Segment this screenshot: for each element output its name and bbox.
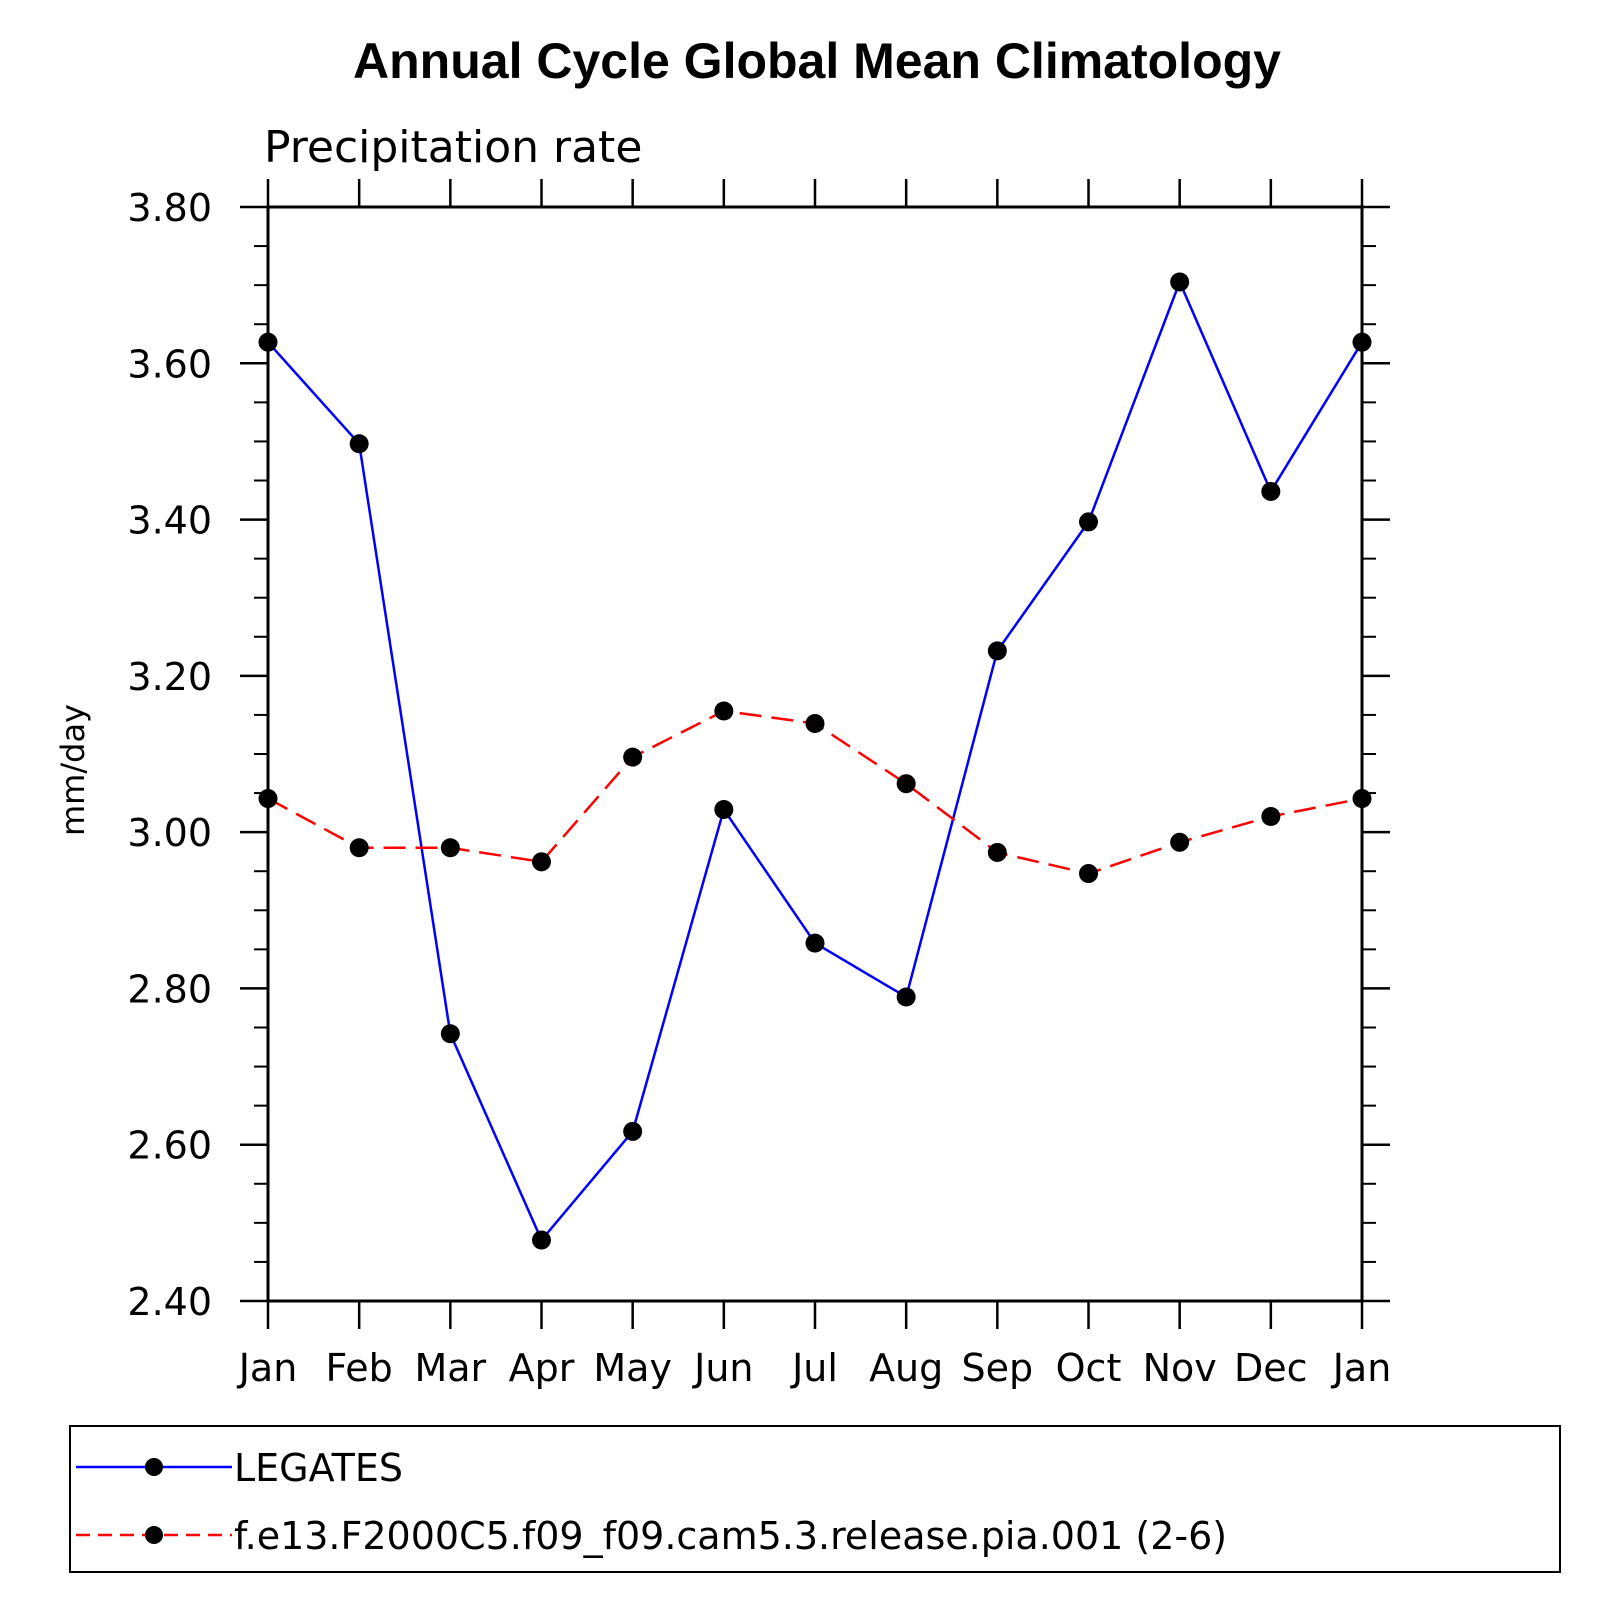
series-0-point — [1261, 481, 1281, 501]
y-axis-label: mm/day — [54, 704, 92, 836]
x-tick-label: Mar — [414, 1346, 486, 1390]
series-1-point — [805, 714, 825, 734]
series-0-point — [440, 1024, 460, 1044]
x-tick-label: Jun — [692, 1346, 753, 1390]
y-axis-ticks: 2.40 2.60 2.80 3.00 3.20 3.40 3.60 3.80 — [127, 186, 1390, 1324]
series-1-point — [896, 774, 916, 794]
series-1-point — [987, 842, 1007, 862]
x-tick-label: Jul — [790, 1346, 838, 1390]
series-0-point — [714, 799, 734, 819]
x-tick-label: Feb — [326, 1346, 393, 1390]
x-axis-ticks: Jan Feb Mar Apr May Jun Jul Aug Sep Oct Nov Dec Jan — [237, 179, 1392, 1390]
legend-marker-legates — [145, 1458, 163, 1476]
x-tick-label: Jan — [237, 1346, 298, 1390]
series-1-point — [440, 838, 460, 858]
series-1-point — [1079, 864, 1098, 884]
y-tick-label: 2.80 — [127, 967, 212, 1011]
series-0-point — [896, 987, 916, 1007]
legend-label-legates: LEGATES — [234, 1446, 403, 1490]
series-1-point — [1261, 807, 1281, 827]
plot-frame — [266, 205, 1364, 1303]
y-tick-label: 2.60 — [127, 1124, 212, 1168]
y-tick-label: 3.60 — [127, 342, 212, 386]
chart-title: Annual Cycle Global Mean Climatology — [353, 33, 1281, 89]
legend-entry-model: f.e13.F2000C5.f09_f09.cam5.3.release.pia… — [76, 1514, 1227, 1558]
series-0-point — [987, 641, 1007, 661]
legend-entry-legates: LEGATES — [76, 1446, 403, 1490]
y-tick-label: 3.40 — [127, 499, 212, 543]
legend-marker-model — [145, 1526, 163, 1544]
series-0-point — [805, 933, 825, 953]
x-tick-label: Sep — [962, 1346, 1034, 1390]
x-tick-label: Dec — [1234, 1346, 1308, 1390]
legend-box — [69, 1425, 1561, 1573]
series-0-point — [349, 434, 369, 454]
y-tick-label: 2.40 — [127, 1280, 212, 1324]
series-0-point — [1079, 512, 1098, 532]
series-1-point — [532, 852, 551, 872]
chart-subtitle: Precipitation rate — [264, 122, 642, 173]
x-tick-label: May — [593, 1346, 672, 1390]
y-tick-label: 3.20 — [127, 655, 212, 699]
x-tick-label: Apr — [509, 1346, 575, 1390]
x-tick-label: Oct — [1056, 1346, 1122, 1390]
legend: LEGATES f.e13.F2000C5.f09_f09.cam5.3.rel… — [69, 1425, 1561, 1573]
x-tick-label: Nov — [1143, 1346, 1217, 1390]
series-0-point — [532, 1230, 551, 1250]
series-1-point — [623, 747, 643, 767]
series-0-point — [1170, 272, 1190, 292]
legend-label-model: f.e13.F2000C5.f09_f09.cam5.3.release.pia… — [234, 1514, 1227, 1558]
series-layer — [258, 272, 1372, 1250]
y-tick-label: 3.00 — [127, 811, 212, 855]
series-1-point — [1170, 832, 1190, 852]
series-0-point — [623, 1121, 643, 1141]
y-tick-label: 3.80 — [127, 186, 212, 230]
x-tick-label: Jan — [1331, 1346, 1392, 1390]
x-tick-label: Aug — [869, 1346, 943, 1390]
series-1-point — [349, 838, 369, 858]
series-1-point — [714, 701, 734, 721]
